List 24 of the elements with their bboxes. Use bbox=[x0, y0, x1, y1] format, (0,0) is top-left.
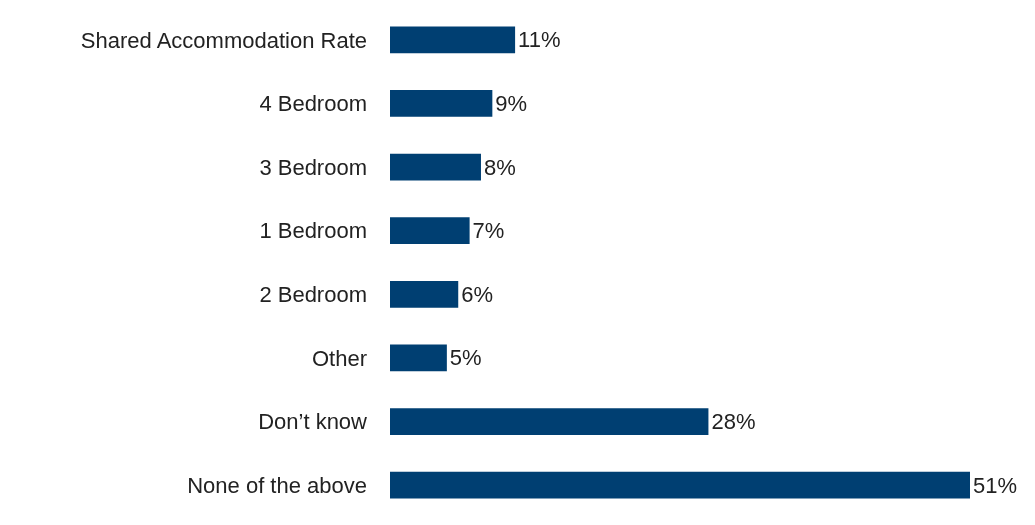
data-label: 6% bbox=[461, 281, 494, 307]
bar bbox=[390, 471, 970, 499]
bar bbox=[390, 153, 481, 181]
y-tick-label: 2 Bedroom bbox=[259, 282, 367, 308]
data-label: 5% bbox=[449, 345, 482, 371]
bar bbox=[390, 344, 447, 372]
data-label: 9% bbox=[495, 90, 528, 116]
bar bbox=[390, 217, 470, 245]
y-tick-label: 4 Bedroom bbox=[259, 91, 367, 117]
data-label: 28% bbox=[711, 409, 756, 435]
data-label: 51% bbox=[973, 472, 1018, 498]
y-tick-label: None of the above bbox=[187, 472, 367, 498]
bar bbox=[390, 280, 459, 308]
y-tick-label: 3 Bedroom bbox=[259, 154, 367, 180]
bar bbox=[390, 90, 493, 117]
y-tick-label: Don’t know bbox=[258, 409, 368, 435]
bar bbox=[390, 26, 516, 54]
y-tick-label: Other bbox=[311, 345, 367, 371]
y-tick-label: Shared Accommodation Rate bbox=[80, 27, 367, 53]
data-label: 7% bbox=[472, 218, 505, 244]
data-label: 8% bbox=[483, 154, 516, 180]
y-tick-label: 1 Bedroom bbox=[259, 218, 367, 244]
data-label: 11% bbox=[518, 27, 561, 53]
bar bbox=[390, 408, 709, 435]
